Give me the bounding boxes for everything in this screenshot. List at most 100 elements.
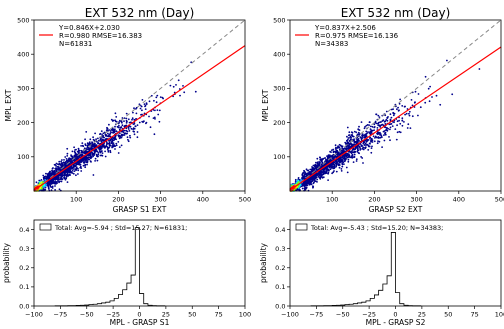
scatter-point [97,153,100,156]
scatter-point [351,144,354,147]
scatter-point [408,114,411,117]
scatter-point [55,167,57,170]
scatter-point [83,152,86,155]
scatter-point [78,160,80,163]
scatter-point [338,166,341,169]
x-tick-label: −100 [281,311,299,319]
scatter-point [378,124,381,127]
scatter-point [350,145,352,148]
scatter-point [346,135,348,138]
scatter-point [113,139,115,142]
scatter-s2-y-ticks: 100 200 300 400 500 [273,16,290,161]
scatter-point [363,127,366,130]
scatter-point [66,152,69,155]
scatter-point [390,123,393,125]
scatter-point [346,171,349,174]
scatter-point [139,107,142,110]
scatter-point [100,137,102,140]
scatter-point [40,179,43,181]
scatter-point [333,167,336,170]
scatter-point [352,135,355,138]
scatter-point [303,176,305,179]
scatter-point [91,141,94,144]
scatter-point [136,136,139,139]
scatter-point [327,169,329,172]
scatter-point [56,174,59,177]
scatter-point [98,150,101,153]
scatter-point [72,166,75,169]
scatter-point [65,164,67,167]
scatter-s1-annotation-fit: Y=0.846X+2.030 [58,24,120,32]
scatter-point [353,141,356,144]
histogram-s1-x-ticks: −100 −75 −50 −25 0 25 50 75 100 [25,306,251,319]
scatter-point [333,170,335,172]
scatter-point [101,138,104,141]
scatter-point [84,143,87,146]
scatter-point [100,140,102,142]
scatter-point [63,174,66,177]
scatter-point [179,94,181,97]
histogram-s2-y-ticks: 0.0 0.1 0.2 0.3 0.4 [275,226,290,310]
scatter-point [65,174,68,176]
scatter-point [344,154,347,156]
scatter-point [75,166,78,169]
scatter-point [64,166,66,169]
scatter-point [132,111,134,114]
scatter-point [331,149,333,152]
scatter-point [75,168,78,171]
scatter-point [120,136,123,139]
scatter-point [81,142,84,145]
scatter-point [148,115,150,118]
y-tick-label: 500 [17,16,29,24]
scatter-point [367,131,369,133]
scatter-point [376,142,379,145]
scatter-point [315,161,317,164]
scatter-point [109,130,112,132]
scatter-point [90,157,92,160]
scatter-point [327,154,330,157]
scatter-point [84,161,86,163]
scatter-point [417,93,420,95]
scatter-point [114,112,117,115]
histogram-step-outline [310,232,422,307]
scatter-point [341,156,343,159]
scatter-point [371,145,373,148]
scatter-point [322,157,325,160]
scatter-s2-xlabel: GRASP S2 EXT [369,205,423,214]
scatter-point [115,116,118,118]
scatter-point [346,126,349,129]
scatter-point [50,173,52,176]
scatter-point [396,124,398,127]
scatter-point [353,153,356,156]
scatter-point [338,143,341,146]
scatter-point [53,182,56,185]
scatter-point [435,94,438,97]
scatter-point [411,104,414,107]
scatter-point [144,105,146,108]
y-tick-label: 300 [273,85,285,93]
scatter-point [55,183,57,185]
scatter-point [135,112,138,115]
scatter-point [386,119,389,122]
scatter-point [56,182,59,184]
scatter-point [358,145,361,148]
scatter-point [342,148,344,151]
scatter-point [94,152,96,154]
scatter-point [345,157,347,160]
scatter-point [84,150,87,153]
scatter-point [368,121,371,123]
scatter-point [75,153,78,156]
scatter-point [117,134,120,137]
scatter-point [57,169,60,171]
scatter-point [42,174,45,177]
scatter-point [335,170,338,173]
scatter-point [48,183,51,186]
scatter-point [182,85,184,87]
scatter-point [396,120,399,123]
scatter-point [111,128,114,131]
scatter-point [127,126,130,129]
scatter-point [112,131,114,134]
scatter-point [44,188,47,191]
scatter-point [392,111,395,114]
scatter-s2-frame [289,19,502,192]
